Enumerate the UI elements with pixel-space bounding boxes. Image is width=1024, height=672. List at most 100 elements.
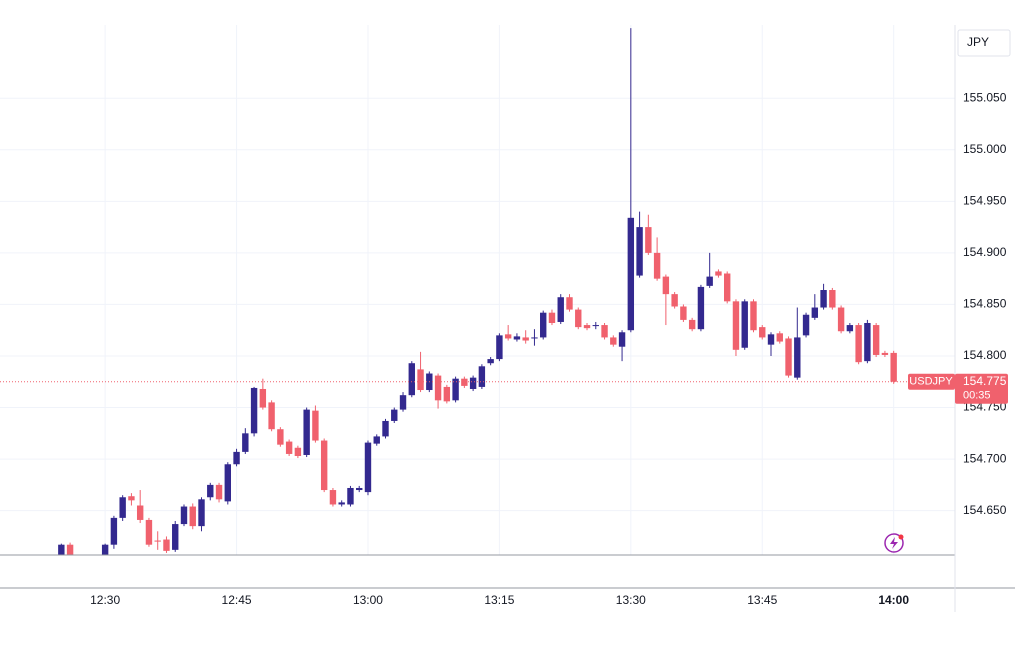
candle-body	[259, 388, 267, 408]
candle-body	[478, 366, 486, 387]
candle-body	[312, 410, 319, 441]
candle-body	[575, 309, 582, 328]
x-tick-label: 14:00	[878, 593, 909, 607]
x-tick-label: 13:15	[484, 593, 514, 607]
candle-body	[224, 464, 231, 502]
candle-body	[347, 487, 354, 505]
candle-body	[776, 333, 783, 342]
candle-body	[469, 377, 477, 389]
candle-body	[741, 301, 748, 348]
candle-body	[837, 307, 845, 332]
candle-body	[285, 441, 293, 454]
candle-body	[855, 325, 862, 363]
candle-body	[618, 332, 626, 347]
candle-body	[128, 496, 135, 501]
x-tick-label: 13:00	[353, 593, 383, 607]
lightning-icon[interactable]	[884, 533, 904, 553]
candle-body	[119, 497, 126, 518]
candle-body	[487, 359, 494, 364]
currency-box[interactable]	[957, 29, 1011, 57]
candle-body	[513, 336, 521, 340]
candle-body	[881, 352, 889, 355]
candle-body	[724, 273, 731, 302]
candle-body	[592, 325, 599, 327]
candle-body	[750, 301, 757, 331]
candle-body	[198, 499, 205, 527]
candle-body	[496, 335, 503, 360]
candle-body	[329, 490, 337, 505]
candle-body	[566, 297, 573, 310]
candle-body	[250, 387, 258, 434]
candle-body	[890, 352, 897, 382]
candle-body	[522, 337, 529, 341]
x-tick-label: 12:45	[222, 593, 252, 607]
candle-body	[785, 338, 792, 376]
candle-body	[653, 252, 661, 279]
candle-body	[583, 325, 591, 329]
candle-body	[767, 334, 775, 345]
candle-body	[811, 307, 819, 318]
candle-body	[759, 327, 766, 338]
symbol-label: USDJPY	[909, 376, 953, 388]
candle-body	[829, 290, 836, 308]
candle-body	[872, 325, 880, 355]
candle-body	[531, 337, 538, 339]
candle-body	[706, 276, 713, 286]
candle-body	[680, 306, 687, 320]
candle-body	[443, 386, 451, 402]
candle-body	[207, 484, 214, 498]
candle-body	[610, 337, 617, 345]
candle-body	[417, 369, 424, 391]
candle-body	[452, 378, 459, 401]
candle-body	[277, 429, 284, 445]
candle-body	[802, 314, 810, 336]
icon-circle	[884, 533, 904, 553]
icon-dot	[898, 534, 904, 540]
candle-body	[715, 271, 722, 276]
candle-body	[540, 312, 547, 338]
candle-body	[794, 337, 801, 378]
grid	[0, 25, 955, 555]
icon-bolt	[890, 537, 898, 549]
axes: 154.650154.700154.750154.800154.850154.9…	[0, 90, 1008, 607]
candle-body	[163, 539, 170, 551]
candle-body	[268, 402, 275, 430]
candle-body	[154, 540, 161, 542]
countdown-label: 00:35	[963, 390, 991, 402]
candle-body	[320, 440, 328, 491]
symbol-badge	[908, 373, 955, 390]
candle-body	[215, 484, 223, 500]
candle-body	[180, 506, 188, 525]
candle-body	[382, 420, 389, 437]
candle-body	[391, 409, 398, 421]
candles	[58, 28, 897, 555]
last-price-badge	[955, 373, 1008, 404]
candle-body	[233, 451, 240, 465]
y-tick-label: 154.700	[963, 451, 1007, 465]
candle-body	[461, 378, 468, 386]
x-tick-label: 12:30	[90, 593, 120, 607]
candle-body	[504, 334, 512, 339]
candle-body	[636, 227, 643, 276]
candle-body	[408, 363, 415, 396]
y-tick-label: 154.900	[963, 245, 1007, 259]
x-tick-label: 13:30	[616, 593, 646, 607]
candle-body	[242, 433, 249, 452]
candle-body	[364, 442, 372, 493]
candle-body	[645, 227, 652, 253]
candle-body	[601, 325, 608, 338]
y-tick-label: 154.950	[963, 193, 1007, 207]
candle-body	[627, 217, 635, 331]
x-tick-label: 13:45	[747, 593, 777, 607]
last-price-label: 154.775	[963, 374, 1007, 388]
candle-body	[110, 517, 118, 545]
candle-body	[189, 506, 196, 527]
candle-body	[662, 276, 670, 295]
candle-body	[303, 409, 310, 455]
candle-body	[688, 319, 696, 330]
candle-body	[145, 519, 153, 545]
candle-body	[373, 436, 380, 444]
candle-body	[846, 325, 854, 332]
